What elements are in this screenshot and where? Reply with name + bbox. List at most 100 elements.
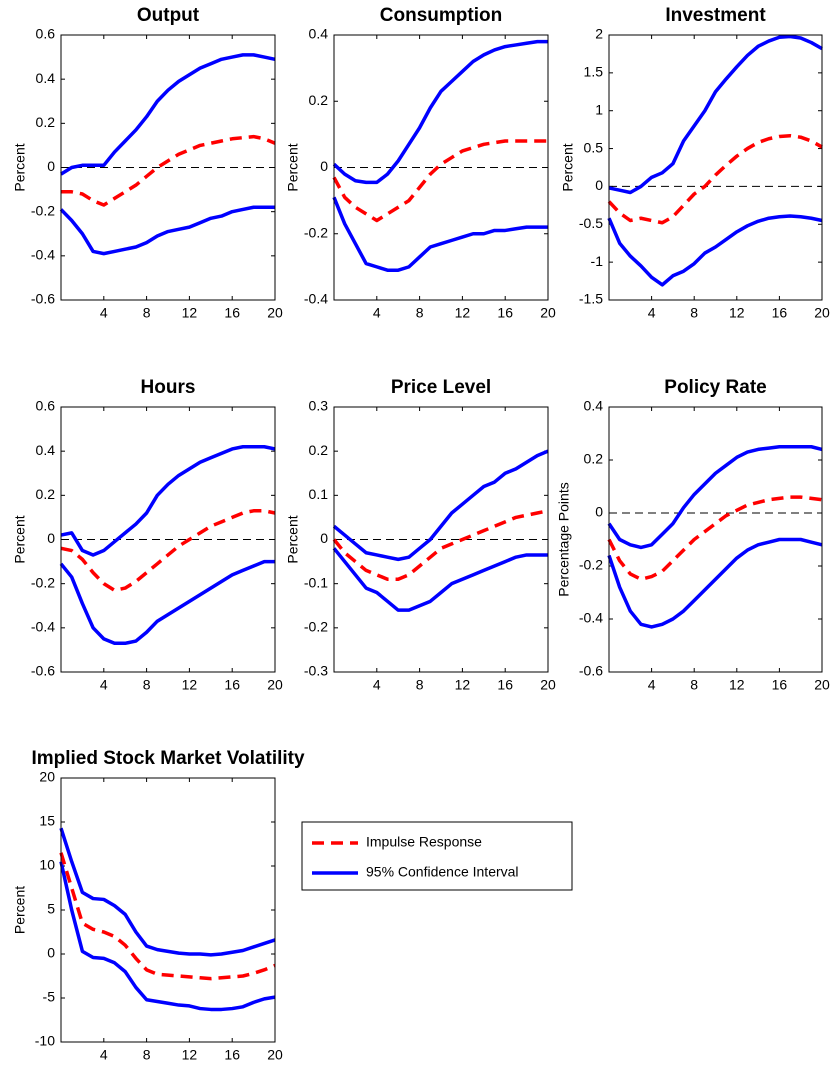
confidence-interval-line <box>607 445 823 550</box>
axes-box <box>608 406 823 673</box>
y-tick-label: -0.6 <box>579 663 603 679</box>
x-tick-label: 16 <box>497 677 513 693</box>
confidence-interval-line <box>59 205 275 256</box>
x-tick-label: 4 <box>648 305 656 321</box>
x-tick-label: 4 <box>100 305 108 321</box>
x-tick-label: 20 <box>540 305 556 321</box>
x-tick-label: 4 <box>100 677 108 693</box>
chart-title: Investment <box>665 5 766 26</box>
y-tick-label: 10 <box>39 857 55 873</box>
y-tick-label: 1.5 <box>584 64 604 80</box>
confidence-interval-line <box>59 827 276 957</box>
axes-box <box>60 777 276 1043</box>
y-tick-label: 0.2 <box>584 451 604 467</box>
axes-box <box>60 34 276 301</box>
impulse-response-line <box>60 509 276 593</box>
y-tick-label: 0 <box>47 530 55 546</box>
y-axis-label: Percent <box>285 515 301 563</box>
y-axis-label: Percent <box>285 143 301 191</box>
y-tick-label: 0.4 <box>309 26 329 42</box>
x-tick-label: 16 <box>224 1047 240 1063</box>
y-tick-label: -0.2 <box>304 224 328 240</box>
x-tick-label: 4 <box>373 305 381 321</box>
y-tick-label: 15 <box>39 813 55 829</box>
y-tick-label: 0 <box>320 158 328 174</box>
y-tick-label: -0.4 <box>31 619 55 635</box>
x-tick-label: 20 <box>267 677 283 693</box>
y-tick-label: -0.1 <box>304 574 328 590</box>
x-tick-label: 12 <box>729 677 745 693</box>
y-tick-label: 0.4 <box>36 70 56 86</box>
y-tick-label: 0 <box>47 945 55 961</box>
x-tick-label: 12 <box>455 677 471 693</box>
y-tick-label: 0 <box>47 158 55 174</box>
x-tick-label: 12 <box>182 677 198 693</box>
y-tick-label: 0 <box>320 530 328 546</box>
confidence-interval-line <box>332 196 548 272</box>
x-tick-label: 4 <box>100 1047 108 1063</box>
y-axis-label: Percent <box>12 143 28 191</box>
x-tick-label: 12 <box>182 1047 198 1063</box>
chart-title: Implied Stock Market Volatility <box>31 748 305 769</box>
chart-title: Consumption <box>380 5 502 26</box>
x-tick-label: 20 <box>814 677 830 693</box>
y-tick-label: 0.4 <box>584 398 604 414</box>
x-tick-label: 16 <box>772 305 788 321</box>
x-tick-label: 4 <box>373 677 381 693</box>
chart-title: Policy Rate <box>664 377 766 398</box>
y-tick-label: -0.2 <box>579 557 603 573</box>
x-tick-label: 16 <box>772 677 788 693</box>
y-tick-label: 2 <box>595 26 603 42</box>
axes-box <box>60 406 276 673</box>
x-tick-label: 20 <box>267 305 283 321</box>
confidence-interval-line <box>332 39 548 185</box>
x-tick-label: 4 <box>648 677 656 693</box>
axes-box <box>333 34 549 301</box>
y-tick-label: 0.5 <box>584 139 604 155</box>
y-tick-label: 20 <box>39 769 55 785</box>
chart-title: Output <box>137 5 200 26</box>
y-tick-label: 0 <box>595 504 603 520</box>
x-tick-label: 20 <box>267 1047 283 1063</box>
x-tick-label: 8 <box>143 677 151 693</box>
y-tick-label: -1 <box>591 253 604 269</box>
y-tick-label: 1 <box>595 101 603 117</box>
confidence-interval-line <box>607 537 823 629</box>
x-tick-label: 12 <box>455 305 471 321</box>
x-tick-label: 16 <box>224 305 240 321</box>
impulse-response-line <box>332 509 549 581</box>
y-tick-label: 5 <box>47 901 55 917</box>
impulse-response-line <box>61 134 276 207</box>
y-tick-label: 0.1 <box>309 486 329 502</box>
y-tick-label: 0.2 <box>309 92 329 108</box>
y-tick-label: 0.2 <box>36 114 56 130</box>
y-tick-label: -5 <box>43 989 56 1005</box>
y-axis-label: Percent <box>12 515 28 563</box>
y-tick-label: -1.5 <box>579 291 603 307</box>
x-tick-label: 12 <box>729 305 745 321</box>
y-tick-label: -0.2 <box>31 202 55 218</box>
y-tick-label: -0.4 <box>31 247 55 263</box>
y-axis-label: Percentage Points <box>556 482 572 596</box>
x-tick-label: 12 <box>182 305 198 321</box>
axes-box <box>333 406 549 673</box>
x-tick-label: 8 <box>143 305 151 321</box>
legend-box <box>301 821 573 891</box>
y-tick-label: -0.4 <box>304 291 328 307</box>
x-tick-label: 8 <box>143 1047 151 1063</box>
x-tick-label: 8 <box>416 677 424 693</box>
x-tick-label: 20 <box>540 677 556 693</box>
y-tick-label: -0.5 <box>579 215 603 231</box>
chart-title: Hours <box>141 377 196 398</box>
y-tick-label: -0.2 <box>31 574 55 590</box>
impulse-response-line <box>607 133 823 225</box>
x-tick-label: 8 <box>416 305 424 321</box>
confidence-interval-line <box>607 214 823 287</box>
confidence-interval-line <box>59 861 276 1012</box>
y-tick-label: -0.6 <box>31 291 55 307</box>
x-tick-label: 8 <box>690 677 698 693</box>
confidence-interval-line <box>60 445 276 557</box>
x-tick-label: 16 <box>497 305 513 321</box>
y-tick-label: -10 <box>35 1033 55 1049</box>
